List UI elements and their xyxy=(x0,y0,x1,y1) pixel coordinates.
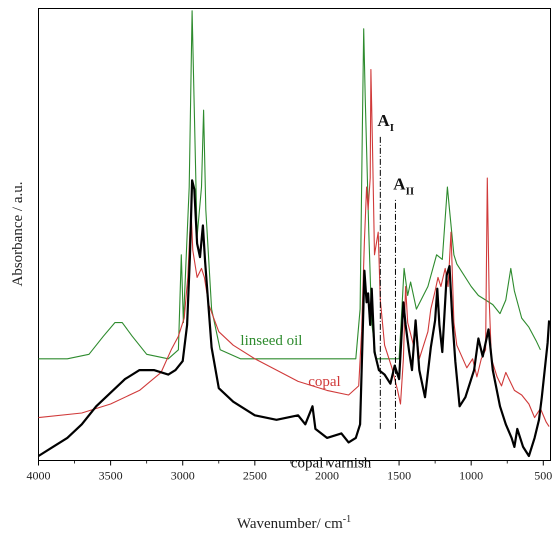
x-tick-label-1000: 1000 xyxy=(459,469,483,483)
band-annotations: AI AII xyxy=(377,111,414,429)
series-labels: linseed oil copal copal varnish xyxy=(240,333,371,471)
x-tick-label-3500: 3500 xyxy=(99,469,123,483)
x-axis-title: Wavenumber/ cm-1 xyxy=(237,514,351,532)
x-tick-label-3000: 3000 xyxy=(171,469,195,483)
x-tick-label-500: 500 xyxy=(534,469,552,483)
x-tick-label-4000: 4000 xyxy=(27,469,51,483)
plot-frame xyxy=(38,8,551,461)
x-tick-label-2000: 2000 xyxy=(315,469,339,483)
band-AI-label: AI xyxy=(377,111,394,134)
x-axis-title-superscript: -1 xyxy=(343,514,351,525)
series-line-copal xyxy=(38,68,550,427)
series-label-copal-varnish: copal varnish xyxy=(291,455,372,471)
series-label-copal: copal xyxy=(308,374,340,390)
x-tick-label-1500: 1500 xyxy=(387,469,411,483)
y-axis-title: Absorbance / a.u. xyxy=(10,182,26,287)
x-tick-label-2500: 2500 xyxy=(243,469,267,483)
series-line-copal-varnish xyxy=(37,179,551,458)
series-lines xyxy=(37,10,551,458)
series-line-linseed-oil xyxy=(38,10,541,360)
x-axis-title-text: Wavenumber/ cm xyxy=(237,516,343,532)
x-axis-ticks: 4000 3500 3000 2500 2000 1500 1000 500 xyxy=(27,460,552,483)
band-AII-label: AII xyxy=(393,174,414,197)
series-label-linseed-oil: linseed oil xyxy=(240,333,302,349)
